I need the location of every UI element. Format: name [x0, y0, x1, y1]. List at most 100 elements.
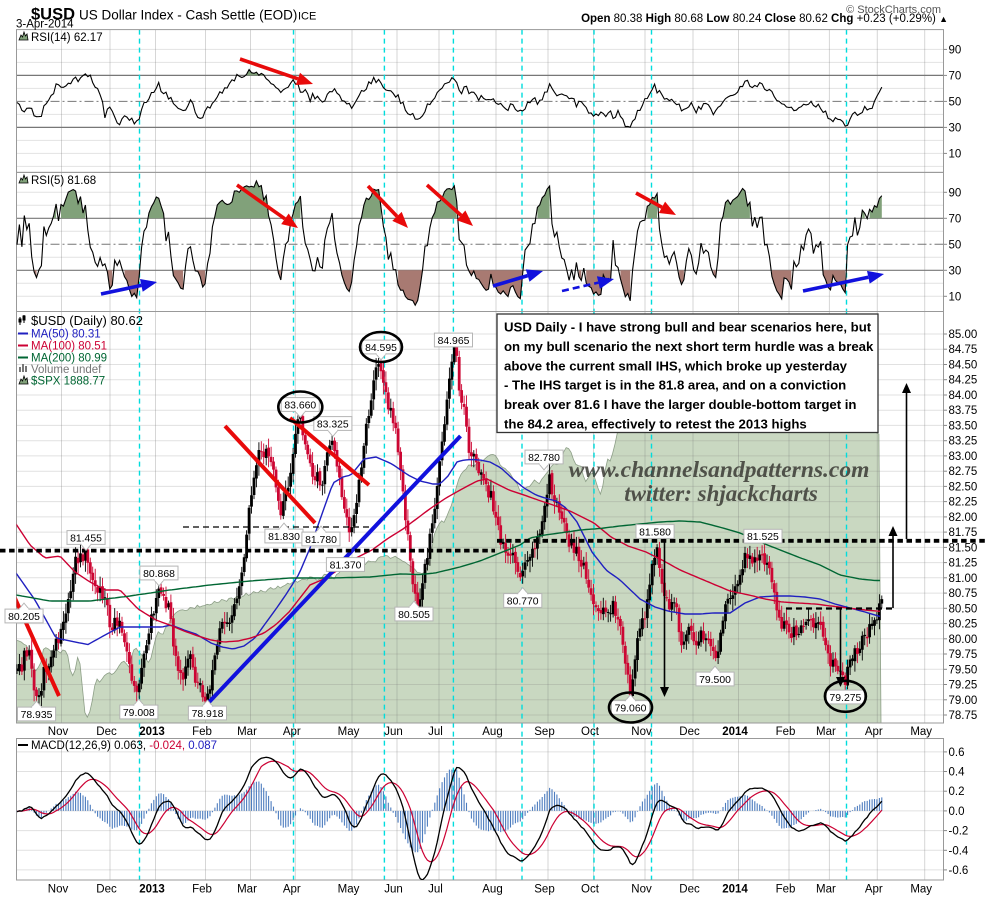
svg-text:84.965: 84.965 — [438, 336, 470, 347]
svg-text:83.660: 83.660 — [284, 401, 316, 412]
svg-text:Nov: Nov — [48, 884, 69, 896]
svg-text:Volume undef: Volume undef — [31, 364, 102, 376]
svg-text:70: 70 — [949, 70, 962, 82]
svg-text:Aug: Aug — [482, 884, 502, 896]
svg-text:© StockCharts.com: © StockCharts.com — [846, 4, 941, 16]
svg-text:Aug: Aug — [482, 726, 502, 738]
svg-text:MACD(12,26,9) 0.063, -0.024, 0: MACD(12,26,9) 0.063, -0.024, 0.087 — [31, 740, 217, 752]
svg-text:3-Apr-2014: 3-Apr-2014 — [16, 19, 74, 31]
svg-text:79.25: 79.25 — [949, 680, 978, 692]
svg-text:2014: 2014 — [722, 726, 748, 738]
svg-text:80.205: 80.205 — [8, 612, 40, 623]
svg-text:on my bull scenario the next s: on my bull scenario the next short term … — [504, 339, 874, 354]
svg-text:79.008: 79.008 — [123, 708, 155, 719]
svg-text:82.50: 82.50 — [949, 481, 978, 493]
svg-text:70: 70 — [949, 213, 962, 225]
svg-text:Apr: Apr — [865, 726, 883, 738]
svg-text:82.780: 82.780 — [528, 453, 560, 464]
svg-text:81.370: 81.370 — [330, 561, 362, 572]
svg-text:Sep: Sep — [534, 726, 554, 738]
svg-text:May: May — [910, 884, 932, 896]
svg-text:50: 50 — [949, 239, 962, 251]
svg-text:Open 80.38 High 80.68 Low 80.2: Open 80.38 High 80.68 Low 80.24 Close 80… — [581, 13, 948, 25]
svg-text:May: May — [338, 726, 360, 738]
svg-text:Apr: Apr — [283, 726, 301, 738]
svg-text:84.25: 84.25 — [949, 375, 978, 387]
svg-text:Oct: Oct — [581, 884, 600, 896]
svg-text:2014: 2014 — [722, 884, 748, 896]
svg-text:81.830: 81.830 — [268, 532, 300, 543]
svg-text:Dec: Dec — [96, 884, 117, 896]
svg-text:break over 81.6 I have the lar: break over 81.6 I have the larger double… — [504, 397, 857, 412]
svg-text:RSI(14) 62.17: RSI(14) 62.17 — [31, 32, 103, 44]
svg-text:84.00: 84.00 — [949, 390, 978, 402]
svg-text:30: 30 — [949, 265, 962, 277]
svg-text:90: 90 — [949, 187, 962, 199]
svg-text:Mar: Mar — [816, 884, 836, 896]
svg-text:Apr: Apr — [865, 884, 883, 896]
svg-text:79.500: 79.500 — [699, 675, 731, 686]
svg-text:Dec: Dec — [96, 726, 117, 738]
svg-text:50: 50 — [949, 96, 962, 108]
svg-text:Mar: Mar — [237, 726, 257, 738]
svg-text:Apr: Apr — [283, 884, 301, 896]
svg-text:USD Daily - I have strong bull: USD Daily - I have strong bull and bear … — [504, 320, 872, 335]
svg-text:90: 90 — [949, 44, 962, 56]
svg-text:above the current small IHS, w: above the current small IHS, which broke… — [504, 358, 848, 373]
svg-text:$SPX 1888.77: $SPX 1888.77 — [31, 376, 105, 388]
svg-text:May: May — [338, 884, 360, 896]
svg-text:80.50: 80.50 — [949, 603, 978, 615]
svg-text:83.25: 83.25 — [949, 436, 978, 448]
svg-text:2013: 2013 — [139, 726, 165, 738]
svg-text:30: 30 — [949, 122, 962, 134]
svg-text:10: 10 — [949, 148, 962, 160]
svg-text:82.25: 82.25 — [949, 497, 978, 509]
svg-text:MA(100) 80.51: MA(100) 80.51 — [31, 341, 107, 353]
svg-text:RSI(5) 81.68: RSI(5) 81.68 — [31, 175, 96, 187]
svg-text:the 84.2 area, effectively to: the 84.2 area, effectively to retest the… — [504, 417, 807, 432]
svg-text:79.275: 79.275 — [830, 693, 862, 704]
svg-text:- The IHS target is in the 81.: - The IHS target is in the 81.8 area, an… — [504, 378, 846, 393]
svg-text:83.00: 83.00 — [949, 451, 978, 463]
svg-text:Mar: Mar — [237, 884, 257, 896]
svg-text:79.060: 79.060 — [615, 704, 647, 715]
svg-text:83.50: 83.50 — [949, 420, 978, 432]
svg-text:84.75: 84.75 — [949, 344, 978, 356]
svg-text:80.00: 80.00 — [949, 634, 978, 646]
svg-text:twitter: shjackcharts: twitter: shjackcharts — [624, 481, 818, 506]
svg-text:81.50: 81.50 — [949, 542, 978, 554]
svg-text:$USD: $USD — [31, 6, 75, 24]
svg-text:-0.6: -0.6 — [949, 865, 969, 877]
svg-text:81.455: 81.455 — [70, 534, 102, 545]
svg-text:78.918: 78.918 — [192, 709, 224, 720]
svg-text:Jul: Jul — [428, 884, 443, 896]
svg-text:Sep: Sep — [534, 884, 554, 896]
svg-text:81.75: 81.75 — [949, 527, 978, 539]
svg-text:80.505: 80.505 — [398, 610, 430, 621]
svg-text:81.00: 81.00 — [949, 573, 978, 585]
svg-text:81.525: 81.525 — [747, 532, 779, 543]
svg-text:Feb: Feb — [776, 726, 796, 738]
svg-text:www.channelsandpatterns.com: www.channelsandpatterns.com — [569, 457, 870, 483]
svg-text:83.325: 83.325 — [317, 420, 349, 431]
svg-text:-0.4: -0.4 — [949, 845, 969, 857]
svg-text:US Dollar Index - Cash Settle: US Dollar Index - Cash Settle (EOD) — [79, 8, 297, 23]
svg-text:83.75: 83.75 — [949, 405, 978, 417]
svg-text:Nov: Nov — [631, 726, 652, 738]
svg-text:84.595: 84.595 — [365, 343, 397, 354]
svg-text:Mar: Mar — [816, 726, 836, 738]
svg-text:79.75: 79.75 — [949, 649, 978, 661]
svg-text:Feb: Feb — [192, 726, 212, 738]
svg-text:Feb: Feb — [192, 884, 212, 896]
svg-text:Jun: Jun — [384, 884, 403, 896]
svg-text:79.50: 79.50 — [949, 664, 978, 676]
svg-text:Jul: Jul — [428, 726, 443, 738]
svg-text:Nov: Nov — [48, 726, 69, 738]
svg-text:Dec: Dec — [679, 884, 700, 896]
svg-text:81.780: 81.780 — [305, 535, 337, 546]
svg-text:$USD (Daily) 80.62: $USD (Daily) 80.62 — [31, 313, 143, 328]
svg-text:2013: 2013 — [139, 884, 165, 896]
svg-text:MA(50) 80.31: MA(50) 80.31 — [31, 329, 101, 341]
svg-text:-0.2: -0.2 — [949, 826, 969, 838]
svg-text:81.580: 81.580 — [639, 528, 671, 539]
